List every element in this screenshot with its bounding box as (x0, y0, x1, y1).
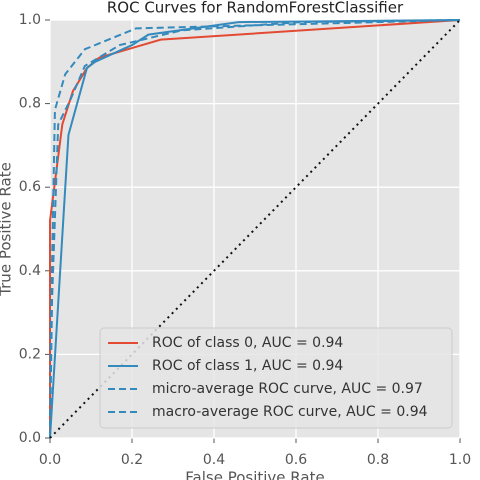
y-tick-label: 0.8 (19, 96, 41, 112)
y-tick-label: 0.6 (19, 179, 41, 195)
y-tick-label: 0.4 (19, 263, 41, 279)
x-tick-label: 0.6 (285, 452, 307, 468)
chart-title: ROC Curves for RandomForestClassifier (107, 0, 404, 17)
y-tick-label: 1.0 (19, 12, 41, 28)
x-tick-label: 1.0 (449, 452, 471, 468)
legend-label: ROC of class 0, AUC = 0.94 (152, 335, 343, 351)
y-tick-label: 0.0 (19, 430, 41, 446)
y-axis-label: True Positive Rate (0, 162, 15, 297)
x-tick-label: 0.2 (121, 452, 143, 468)
legend-label: micro-average ROC curve, AUC = 0.97 (152, 381, 423, 397)
roc-line (49, 19, 461, 439)
x-axis-label: False Positive Rate (185, 469, 324, 480)
legend-label: macro-average ROC curve, AUC = 0.94 (152, 404, 428, 420)
legend: ROC of class 0, AUC = 0.94 ROC of class 1… (99, 327, 453, 429)
x-tick-label: 0.0 (39, 452, 61, 468)
legend-box (99, 327, 453, 429)
x-tick-label: 0.4 (203, 452, 225, 468)
legend-label: ROC of class 1, AUC = 0.94 (152, 358, 343, 374)
roc-line (49, 19, 461, 439)
x-tick-label: 0.8 (367, 452, 389, 468)
y-tick-label: 0.2 (19, 346, 41, 362)
roc-line (49, 19, 461, 439)
